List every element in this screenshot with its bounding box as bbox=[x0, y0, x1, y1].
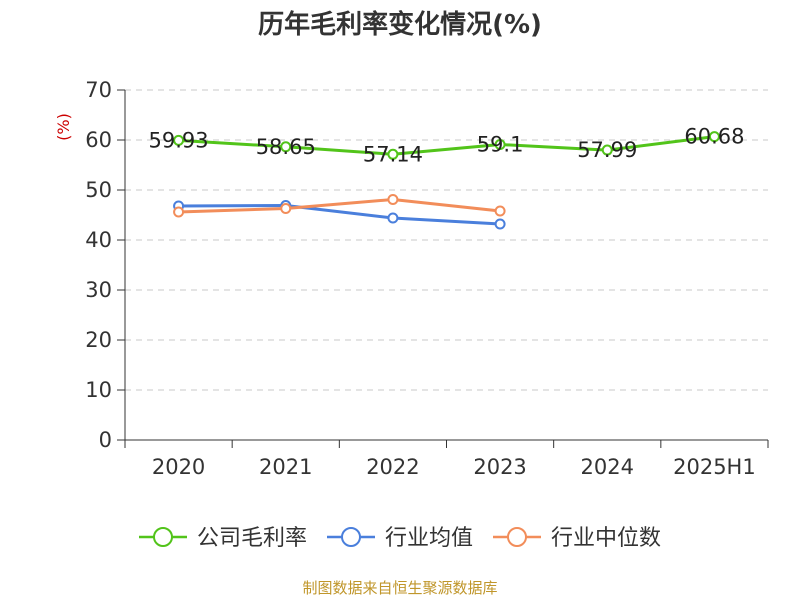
y-tick-label: 60 bbox=[85, 128, 112, 152]
data-point bbox=[280, 141, 292, 153]
data-point bbox=[387, 148, 399, 160]
x-tick-label: 2021 bbox=[259, 455, 312, 479]
data-point bbox=[173, 134, 185, 146]
data-point bbox=[173, 206, 185, 218]
legend-marker bbox=[153, 527, 173, 547]
data-point bbox=[601, 144, 613, 156]
data-point bbox=[708, 131, 720, 143]
chart-title: 历年毛利率变化情况(%) bbox=[258, 9, 542, 40]
data-label: 59.93 bbox=[149, 128, 209, 152]
x-tick-label: 2020 bbox=[152, 455, 205, 479]
y-tick-label: 40 bbox=[85, 228, 112, 252]
series-line bbox=[178, 198, 501, 214]
source-note: 制图数据来自恒生聚源数据库 bbox=[302, 579, 497, 597]
series-lines bbox=[173, 131, 720, 230]
legend-marker bbox=[341, 527, 361, 547]
x-tick-label: 2023 bbox=[473, 455, 526, 479]
legend-label: 行业中位数 bbox=[551, 526, 661, 551]
data-point bbox=[494, 218, 506, 230]
legend-label: 公司毛利率 bbox=[197, 526, 307, 551]
y-tick-label: 30 bbox=[85, 278, 112, 302]
legend-marker bbox=[507, 527, 527, 547]
series-line bbox=[178, 204, 501, 226]
y-tick-label: 50 bbox=[85, 178, 112, 202]
data-labels: 59.93 58.65 57.14 59.1 57.99 60.68 bbox=[149, 125, 745, 167]
data-label: 57.14 bbox=[363, 142, 423, 166]
y-tick-label: 20 bbox=[85, 328, 112, 352]
series-1 bbox=[173, 131, 720, 160]
data-label: 60.68 bbox=[684, 125, 744, 149]
x-tick-label: 2022 bbox=[366, 455, 419, 479]
data-point bbox=[494, 139, 506, 150]
x-tick-label: 2024 bbox=[581, 455, 634, 479]
x-tick-label: 2025H1 bbox=[673, 455, 756, 479]
legend-item: 行业均值 bbox=[327, 526, 473, 551]
series-line bbox=[178, 135, 715, 156]
y-tick-label: 70 bbox=[85, 78, 112, 102]
y-tick-label: 0 bbox=[99, 428, 112, 452]
data-point bbox=[387, 194, 399, 205]
data-label: 59.1 bbox=[477, 133, 524, 157]
series-3 bbox=[173, 194, 506, 218]
legend: 公司毛利率 行业均值 行业中位数 bbox=[139, 526, 661, 551]
legend-item: 公司毛利率 bbox=[139, 526, 307, 551]
data-label: 58.65 bbox=[256, 135, 316, 159]
data-point bbox=[494, 205, 506, 217]
data-point bbox=[387, 212, 399, 224]
y-tick-label: 10 bbox=[85, 378, 112, 402]
data-label: 57.99 bbox=[577, 138, 637, 162]
data-point bbox=[280, 203, 292, 214]
axes: 0 10 20 30 40 50 60 70 2020 2021 2022 2023 2024 2025H… bbox=[85, 78, 769, 479]
legend-item: 行业中位数 bbox=[493, 526, 661, 551]
grid-lines bbox=[125, 89, 768, 391]
y-axis-unit: (%) bbox=[54, 113, 73, 141]
legend-label: 行业均值 bbox=[385, 526, 473, 551]
